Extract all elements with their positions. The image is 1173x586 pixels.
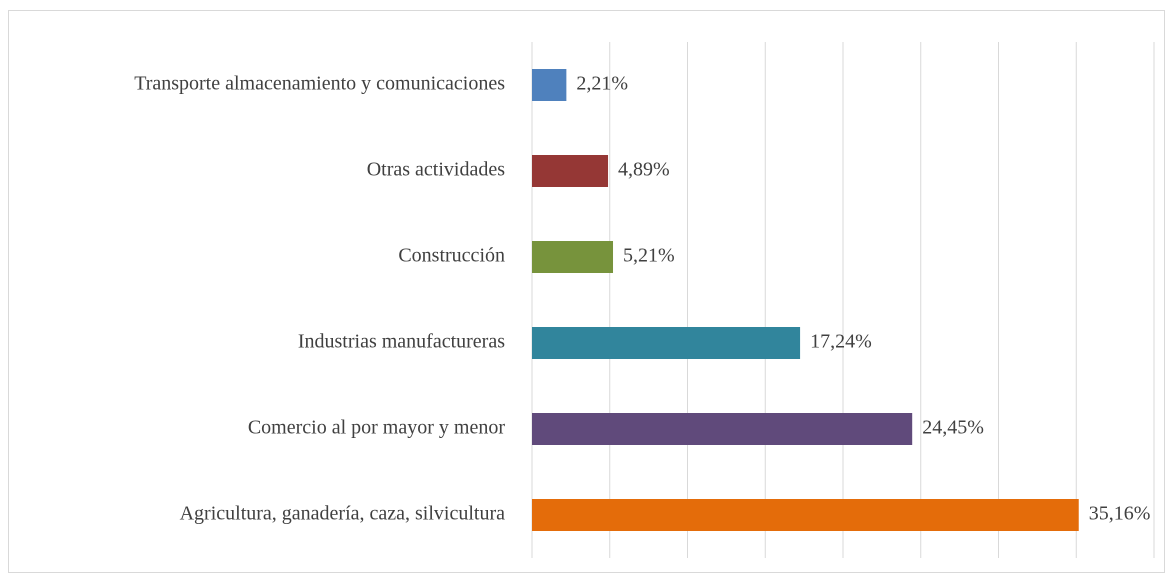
category-label: Construcción (398, 245, 505, 267)
chart-border (8, 10, 1165, 573)
category-label: Otras actividades (367, 159, 505, 181)
value-label: 5,21% (623, 245, 675, 267)
category-label: Comercio al por mayor y menor (248, 417, 505, 439)
value-label: 24,45% (922, 417, 984, 439)
bar (532, 413, 913, 445)
category-label: Transporte almacenamiento y comunicacion… (134, 73, 505, 95)
value-label: 17,24% (810, 331, 872, 353)
bar (532, 241, 614, 273)
value-label: 2,21% (576, 73, 628, 95)
bar (532, 155, 609, 187)
category-label: Industrias manufactureras (298, 331, 505, 353)
bar (532, 327, 801, 359)
bar (532, 499, 1079, 531)
value-label: 35,16% (1089, 503, 1151, 525)
value-label: 4,89% (618, 159, 670, 181)
bar (532, 69, 567, 101)
category-label: Agricultura, ganadería, caza, silvicultu… (180, 503, 506, 525)
